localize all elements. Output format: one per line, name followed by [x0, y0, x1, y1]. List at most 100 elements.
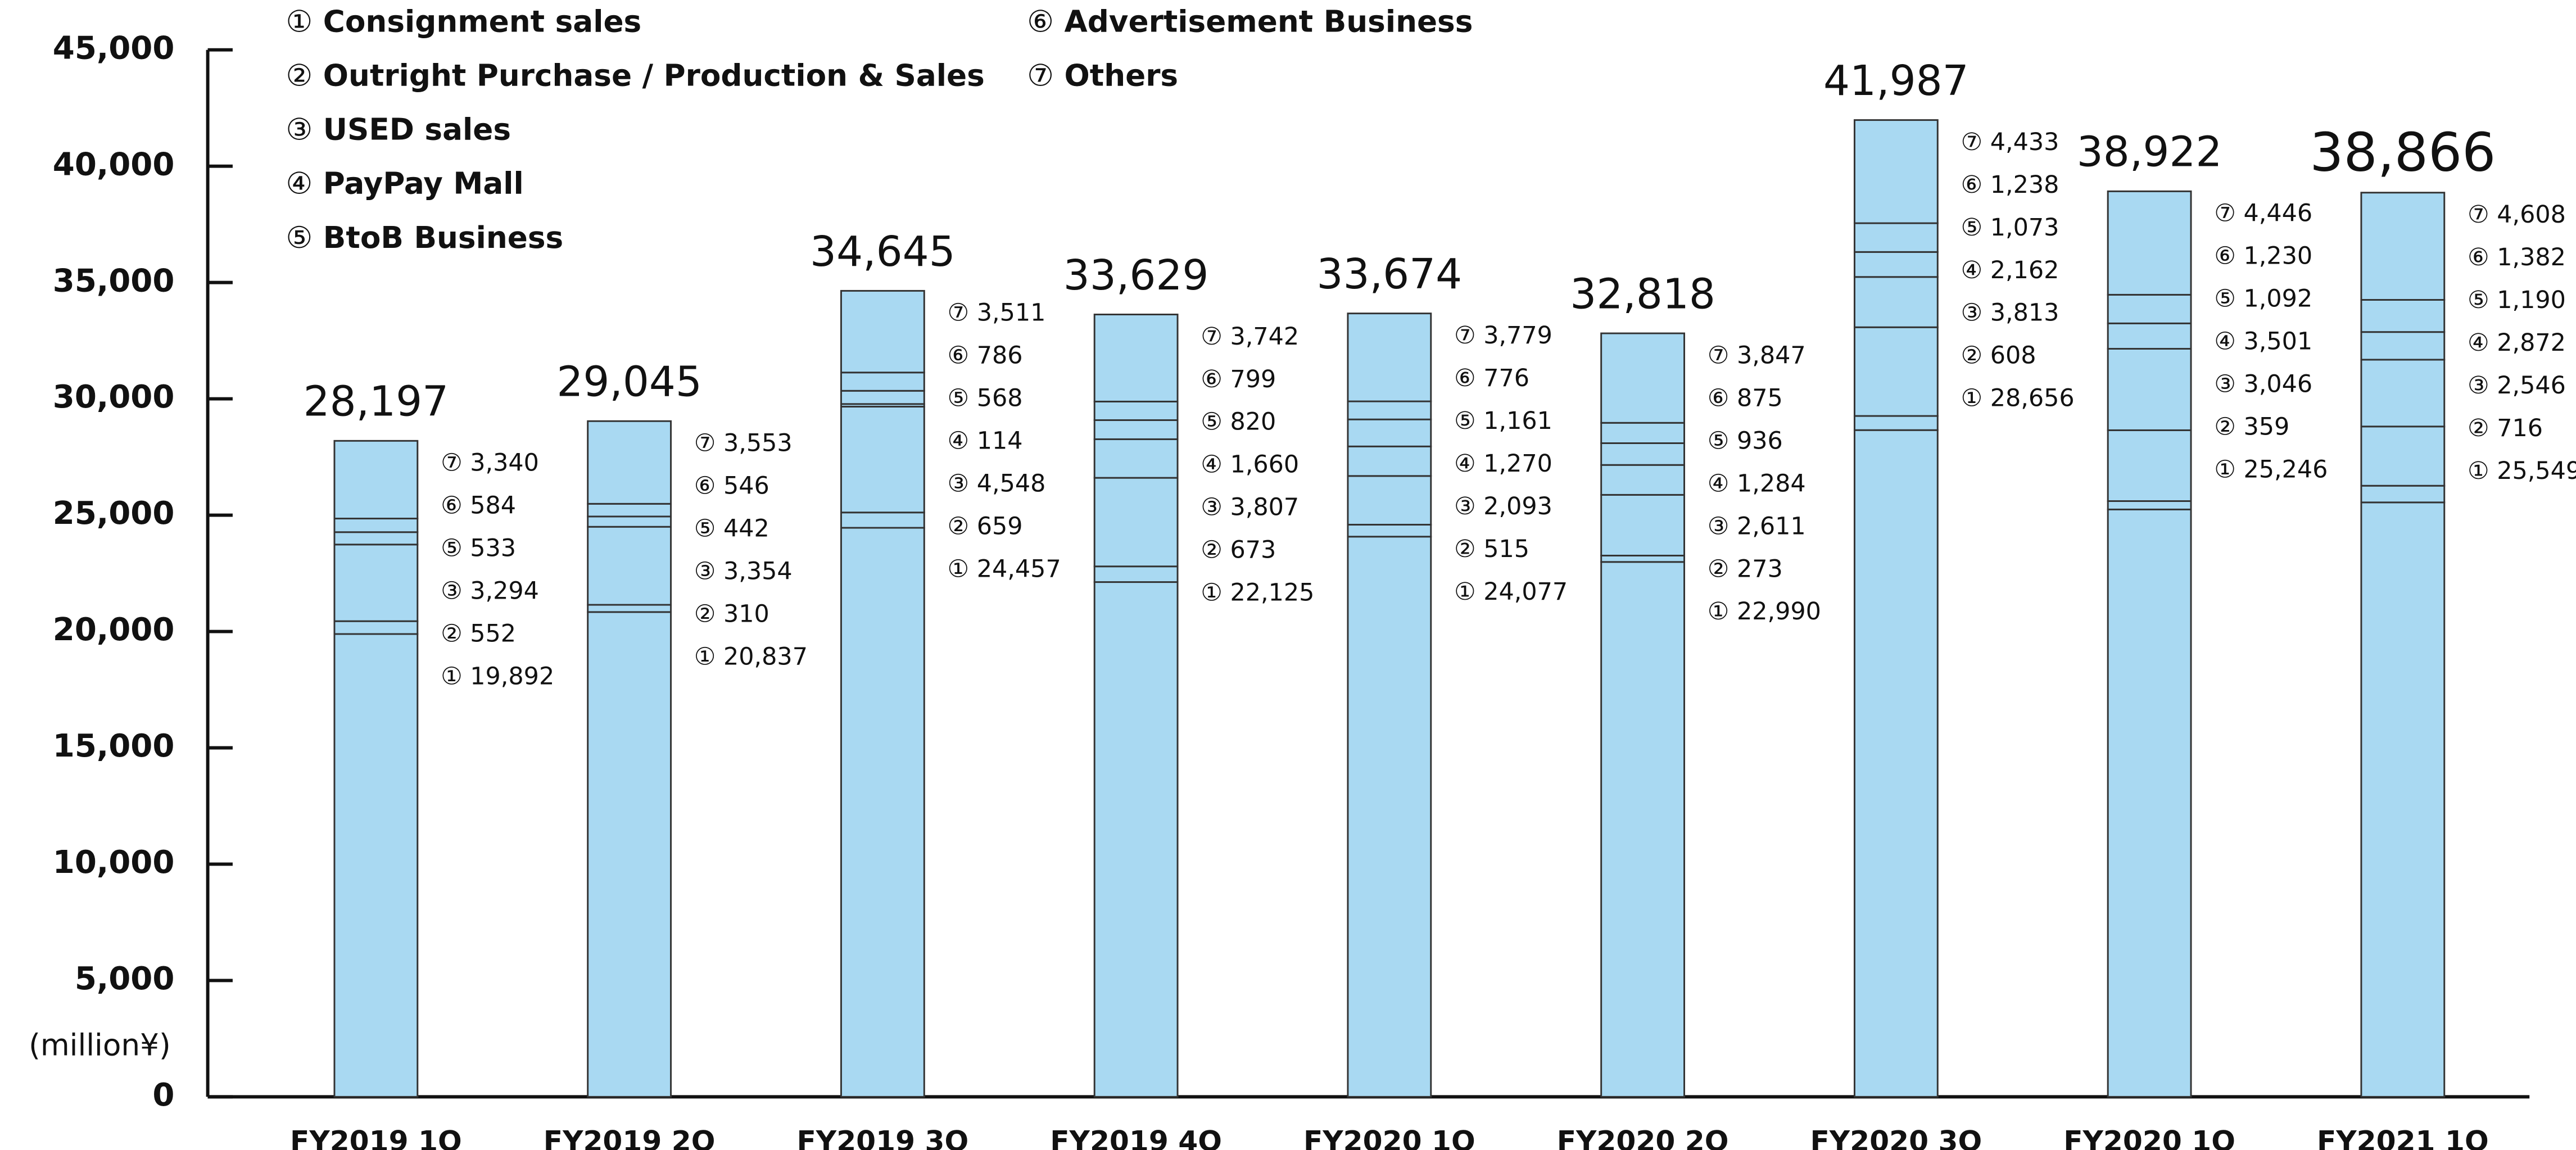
data-label: ⑥ 1,382 — [2468, 243, 2566, 271]
data-label-value: 1,073 — [1990, 213, 2059, 241]
data-label-value: 3,340 — [470, 449, 539, 477]
data-label-value: 22,990 — [1737, 597, 1821, 626]
y-tick-label: 0 — [152, 1077, 174, 1113]
data-label-marker: ④ — [1708, 469, 1729, 497]
bar-segment — [2360, 359, 2446, 428]
data-label-value: 3,501 — [2243, 327, 2312, 355]
data-label-marker: ⑦ — [694, 429, 716, 457]
data-label-value: 114 — [977, 427, 1023, 455]
bar-segment — [587, 420, 672, 505]
y-unit-label: (million¥) — [29, 1027, 171, 1062]
data-label-value: 3,294 — [470, 577, 539, 605]
data-label: ④ 1,270 — [1454, 449, 1552, 477]
bar-segment — [2360, 485, 2446, 504]
data-label: ④ 114 — [948, 427, 1023, 455]
data-label: ③ 2,546 — [2468, 371, 2566, 399]
data-label-marker: ① — [441, 662, 462, 690]
bar-segment — [333, 633, 419, 1098]
data-label: ③ 2,093 — [1454, 492, 1552, 520]
data-label-marker: ② — [948, 512, 969, 540]
data-label-value: 1,190 — [2497, 286, 2566, 314]
data-label-value: 1,161 — [1483, 406, 1552, 434]
bar-segment — [2360, 298, 2446, 333]
data-label-value: 584 — [470, 491, 516, 519]
data-label: ⑤ 568 — [948, 384, 1023, 412]
bar-segment — [2360, 501, 2446, 1098]
data-label: ④ 1,660 — [1201, 450, 1299, 478]
data-label: ⑦ 3,553 — [694, 429, 793, 457]
data-label-marker: ⑦ — [948, 298, 969, 327]
data-label: ① 24,457 — [948, 555, 1061, 583]
data-label: ② 552 — [441, 619, 516, 648]
bar-segment — [840, 406, 925, 514]
legend-marker: ③ — [286, 112, 313, 147]
data-label-value: 786 — [977, 341, 1023, 369]
y-tick-label: 35,000 — [53, 262, 175, 299]
data-label-marker: ⑤ — [2214, 284, 2235, 313]
data-label-marker: ⑥ — [2214, 242, 2235, 270]
data-label-value: 19,892 — [470, 662, 554, 690]
legend-marker: ④ — [286, 166, 313, 201]
data-label-value: 673 — [1230, 536, 1276, 564]
data-label-marker: ① — [1454, 577, 1475, 605]
data-label-value: 776 — [1483, 364, 1529, 392]
data-label-value: 3,742 — [1230, 322, 1299, 350]
x-tick-label: FY2019 4Q — [1050, 1125, 1222, 1150]
data-label-value: 552 — [470, 619, 516, 648]
data-label-marker: ⑤ — [694, 514, 716, 542]
data-label-value: 820 — [1230, 408, 1276, 436]
data-label-marker: ① — [1708, 597, 1729, 626]
x-tick-label: FY2021 1Q — [2317, 1125, 2489, 1150]
bar-segment — [1347, 313, 1432, 402]
data-label-value: 4,608 — [2497, 200, 2566, 228]
data-label-marker: ⑤ — [948, 384, 969, 412]
data-label-value: 659 — [977, 512, 1023, 540]
data-label-marker: ⑤ — [1708, 427, 1729, 455]
data-label-marker: ③ — [1454, 492, 1475, 520]
data-label-value: 25,549 — [2497, 456, 2576, 485]
total-label: 33,674 — [1317, 250, 1463, 298]
data-label-marker: ⑦ — [2468, 200, 2489, 228]
data-label: ④ 1,284 — [1708, 469, 1806, 497]
y-tick-label: 10,000 — [53, 844, 175, 881]
bar-segment — [1600, 422, 1686, 444]
data-label-marker: ② — [441, 619, 462, 648]
bar-segment — [1853, 326, 1939, 417]
legend-label: Consignment sales — [323, 4, 641, 39]
data-label: ⑥ 1,230 — [2214, 242, 2312, 270]
legend-label: USED sales — [323, 112, 511, 147]
data-label-value: 2,093 — [1483, 492, 1552, 520]
bar-segment — [840, 289, 925, 374]
bar-segment — [2107, 429, 2192, 502]
data-label: ① 19,892 — [441, 662, 554, 690]
bar-segment — [587, 526, 672, 606]
data-label-value: 310 — [723, 600, 769, 628]
data-label-marker: ① — [1201, 578, 1222, 606]
data-label: ① 28,656 — [1961, 384, 2075, 412]
legend-label: PayPay Mall — [323, 166, 524, 201]
bar-segment — [1093, 400, 1179, 421]
bar-segment — [1347, 523, 1432, 538]
bar-segment — [1853, 222, 1939, 253]
data-label-value: 2,611 — [1737, 512, 1806, 540]
total-label: 32,818 — [1570, 270, 1715, 318]
bar-segment — [333, 544, 419, 622]
data-label-marker: ① — [1961, 384, 1982, 412]
data-label-marker: ② — [694, 600, 716, 628]
y-tick-label: 5,000 — [75, 961, 175, 997]
bar-segment — [587, 611, 672, 1098]
bar-segment — [2107, 348, 2192, 431]
data-label-marker: ⑥ — [948, 341, 969, 369]
data-label-value: 1,238 — [1990, 170, 2059, 198]
data-label-value: 1,230 — [2243, 242, 2312, 270]
bar-segment — [840, 372, 925, 392]
data-label: ① 25,549 — [2468, 456, 2576, 485]
data-label-marker: ⑤ — [1961, 213, 1982, 241]
total-label: 29,045 — [556, 358, 702, 406]
data-label-marker: ⑦ — [441, 449, 462, 477]
data-label: ② 273 — [1708, 555, 1783, 583]
data-label: ⑥ 799 — [1201, 365, 1276, 393]
data-label-marker: ④ — [948, 427, 969, 455]
x-tick-label: FY2020 1Q — [1303, 1125, 1475, 1150]
data-label: ⑤ 936 — [1708, 427, 1783, 455]
